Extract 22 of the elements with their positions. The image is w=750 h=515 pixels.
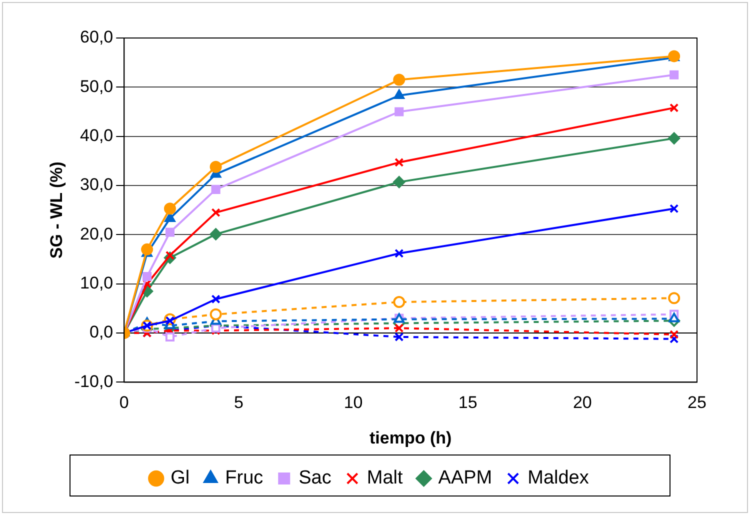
x-tick-label: 0 (119, 393, 129, 412)
y-tick-label: 0,0 (90, 322, 114, 342)
y-tick-label: 40,0 (80, 126, 114, 146)
y-axis-title: SG - WL (%) (46, 162, 66, 259)
legend-label: Sac (298, 468, 332, 489)
legend-label: Gl (170, 468, 190, 489)
legend-label: AAPM (438, 468, 492, 489)
y-tick-label: 50,0 (80, 76, 114, 96)
y-tick-label: -10,0 (74, 372, 114, 391)
y-tick-label: 60,0 (80, 28, 114, 47)
x-tick-label: 20 (572, 393, 592, 412)
legend-label: Malt (366, 468, 404, 489)
x-tick-label: 15 (458, 393, 478, 412)
legend-label: Maldex (528, 468, 590, 489)
y-tick-label: 10,0 (80, 274, 114, 293)
legend-label: Fruc (225, 468, 264, 489)
x-tick-label: 10 (344, 393, 363, 412)
y-tick-label: 30,0 (80, 175, 114, 194)
x-tick-label: 25 (688, 393, 706, 412)
y-tick-label: 20,0 (80, 224, 114, 244)
x-tick-label: 5 (234, 393, 244, 412)
x-axis-title: tiempo (h) (369, 428, 452, 448)
